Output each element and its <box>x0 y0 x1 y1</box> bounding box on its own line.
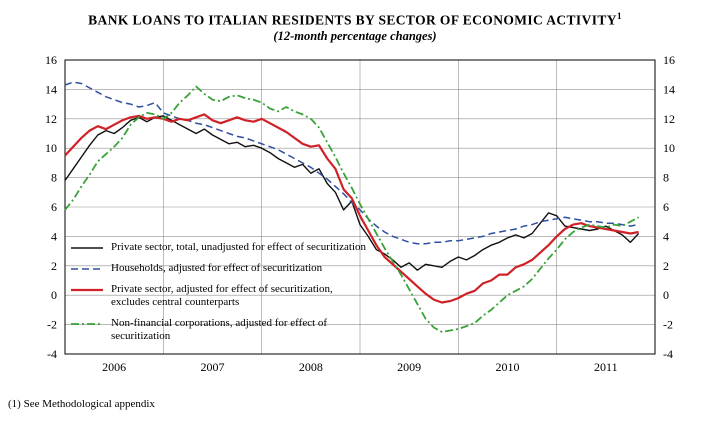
series-line-0 <box>64 114 640 271</box>
chart-title-text: BANK LOANS TO ITALIAN RESIDENTS BY SECTO… <box>88 12 617 28</box>
line-chart: -4 -4 -2 -2 0 0 2 2 4 4 6 6 8 8 10 10 12 12 14 14 16 16 2006 20… <box>45 54 675 374</box>
y-tick-label-right: 14 <box>663 82 675 96</box>
chart-title: BANK LOANS TO ITALIAN RESIDENTS BY SECTO… <box>0 8 710 29</box>
y-tick-label-right: 10 <box>663 141 675 155</box>
x-tick-label: 2011 <box>594 360 618 374</box>
y-tick-label-right: 6 <box>663 200 669 214</box>
y-tick-label-left: 6 <box>51 200 57 214</box>
series-line-2 <box>64 112 639 304</box>
chart-area: -4 -4 -2 -2 0 0 2 2 4 4 6 6 8 8 10 10 12 12 14 14 16 16 2006 20… <box>0 54 710 384</box>
y-tick-label-right: -4 <box>663 347 673 361</box>
y-tick-label-right: 16 <box>663 54 675 67</box>
legend-item: Private sector, adjusted for effect of s… <box>70 283 430 309</box>
y-tick-label-left: 0 <box>51 288 57 302</box>
y-tick-label-left: 2 <box>51 258 57 272</box>
legend-label: Private sector, total, unadjusted for ef… <box>111 240 367 253</box>
legend-line-sample <box>71 267 103 270</box>
y-tick-label-left: 14 <box>45 82 57 96</box>
y-tick-label-right: -2 <box>663 317 673 331</box>
x-tick-label: 2006 <box>102 360 126 374</box>
y-tick-label-left: -4 <box>47 347 57 361</box>
x-tick-label: 2007 <box>201 360 225 374</box>
legend-line-sample <box>71 246 103 249</box>
legend-label: Households, adjusted for effect of secur… <box>111 261 323 274</box>
x-tick-label: 2010 <box>496 360 520 374</box>
legend-label: Private sector, adjusted for effect of s… <box>111 282 333 308</box>
legend-item: Non-financial corporations, adjusted for… <box>70 317 430 343</box>
y-tick-label-right: 12 <box>663 111 675 125</box>
legend-line-sample <box>71 288 103 291</box>
x-tick-label: 2008 <box>299 360 323 374</box>
plot-frame <box>64 59 656 354</box>
series-line-1 <box>64 80 639 245</box>
legend-item: Private sector, total, unadjusted for ef… <box>70 241 430 254</box>
y-tick-label-left: -2 <box>47 317 57 331</box>
chart-header: BANK LOANS TO ITALIAN RESIDENTS BY SECTO… <box>0 8 710 44</box>
y-tick-label-left: 10 <box>45 141 57 155</box>
y-tick-label-right: 0 <box>663 288 669 302</box>
chart-subtitle: (12-month percentage changes) <box>273 28 437 43</box>
y-tick-label-left: 12 <box>45 111 57 125</box>
series-line-3 <box>64 85 640 333</box>
footnote: (1) See Methodological appendix <box>8 397 155 410</box>
y-tick-label-right: 2 <box>663 258 669 272</box>
x-tick-label: 2009 <box>397 360 421 374</box>
y-tick-label-right: 8 <box>663 170 669 184</box>
y-tick-label-right: 4 <box>663 229 669 243</box>
legend-line-sample <box>71 322 103 325</box>
chart-title-footnote-marker: 1 <box>616 11 622 21</box>
y-tick-label-left: 16 <box>45 54 57 67</box>
legend-label: Non-financial corporations, adjusted for… <box>111 316 328 342</box>
y-tick-label-left: 8 <box>51 170 57 184</box>
y-tick-label-left: 4 <box>51 229 57 243</box>
chart-legend: Private sector, total, unadjusted for ef… <box>70 241 430 343</box>
legend-item: Households, adjusted for effect of secur… <box>70 262 430 275</box>
